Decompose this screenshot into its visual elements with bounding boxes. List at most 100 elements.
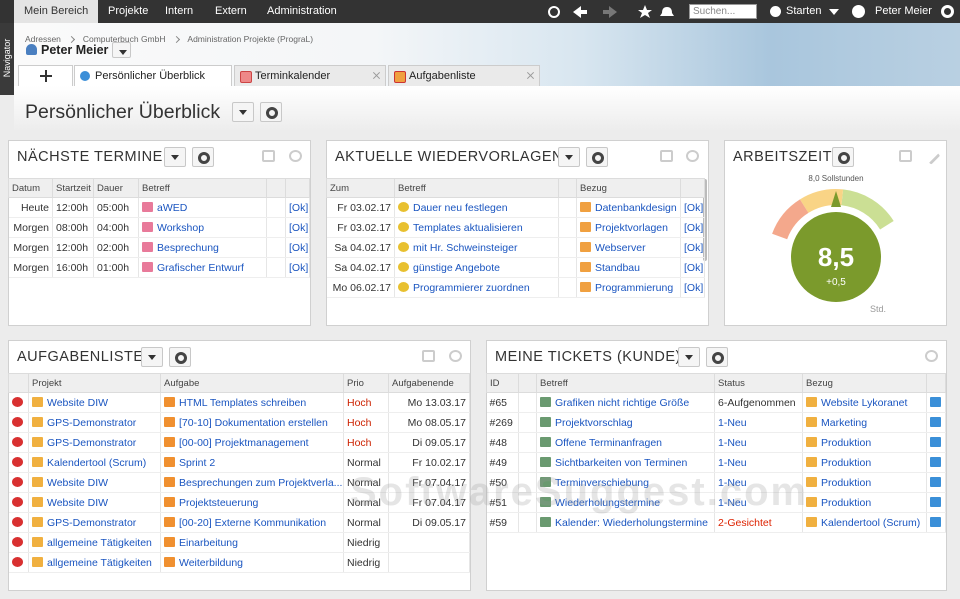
panel-edit[interactable] <box>922 147 941 165</box>
link[interactable]: [Ok] <box>289 241 309 254</box>
link[interactable]: Einarbeitung <box>179 536 238 549</box>
panel-dropdown[interactable] <box>164 147 186 167</box>
add-tab[interactable] <box>18 65 73 86</box>
column-header[interactable] <box>285 178 310 198</box>
link[interactable]: Webserver <box>595 241 646 254</box>
panel-settings[interactable] <box>169 347 191 367</box>
tab[interactable]: Persönlicher Überblick <box>74 65 232 87</box>
row[interactable]: Sa 04.02.17 günstige Angebote Standbau [Ok] <box>326 257 705 278</box>
scrollbar[interactable] <box>703 179 707 261</box>
link[interactable]: Dauer neu festlegen <box>413 201 508 214</box>
panel-refresh[interactable] <box>686 150 699 162</box>
link[interactable]: Sichtbarkeiten von Terminen <box>555 456 688 469</box>
link[interactable]: Produktion <box>821 496 872 509</box>
panel-refresh[interactable] <box>449 350 462 362</box>
column-header[interactable]: Projekt <box>28 373 161 393</box>
panel-settings[interactable] <box>192 147 214 167</box>
user-menu[interactable]: Peter Meier <box>875 5 932 17</box>
panel-dropdown[interactable] <box>558 147 580 167</box>
link[interactable]: Grafischer Entwurf <box>157 261 244 274</box>
row[interactable]: #50 Terminverschiebung 1-Neu Produktion <box>486 472 946 493</box>
user-dropdown[interactable] <box>112 42 131 58</box>
link[interactable]: [00-20] Externe Kommunikation <box>179 516 327 529</box>
column-header[interactable]: Zum <box>326 178 395 198</box>
column-header[interactable]: Aufgabenende <box>388 373 470 393</box>
link[interactable]: Projektvorschlag <box>555 416 633 429</box>
row[interactable]: GPS-Demonstrator [00-00] Projektmanagemen… <box>8 432 470 453</box>
row[interactable]: Website DIW Besprechungen zum Projektverl… <box>8 472 470 493</box>
column-header[interactable] <box>558 178 577 198</box>
row[interactable]: #59 Kalender: Wiederholungstermine 2-Gesic… <box>486 512 946 533</box>
row[interactable]: Morgen 12:00h 02:00h Besprechung [Ok] <box>8 237 310 258</box>
column-header[interactable] <box>680 178 705 198</box>
panel-settings[interactable] <box>586 147 608 167</box>
link[interactable]: allgemeine Tätigkeiten <box>47 536 152 549</box>
link[interactable]: [Ok] <box>684 201 704 214</box>
link[interactable]: HTML Templates schreiben <box>179 396 307 409</box>
link[interactable]: Projektvorlagen <box>595 221 668 234</box>
link[interactable]: Offene Terminanfragen <box>555 436 663 449</box>
search-input[interactable]: Suchen... <box>689 4 757 19</box>
breadcrumb-item[interactable]: Adressen <box>25 34 61 44</box>
link[interactable]: [Ok] <box>684 281 704 294</box>
link[interactable]: Templates aktualisieren <box>413 221 523 234</box>
panel-export[interactable] <box>660 150 673 162</box>
link[interactable]: allgemeine Tätigkeiten <box>47 556 152 569</box>
link[interactable]: [Ok] <box>684 241 704 254</box>
link[interactable]: Website DIW <box>47 496 109 509</box>
panel-refresh[interactable] <box>289 150 302 162</box>
row[interactable]: Morgen 16:00h 01:00h Grafischer Entwurf [Ok] <box>8 257 310 278</box>
panel-export[interactable] <box>899 150 912 162</box>
column-header[interactable]: Bezug <box>802 373 927 393</box>
link[interactable]: Workshop <box>157 221 205 234</box>
link[interactable]: Weiterbildung <box>179 556 244 569</box>
link[interactable]: Wiederholungstermine <box>555 496 661 509</box>
link[interactable]: Projektsteuerung <box>179 496 259 509</box>
link[interactable]: Kalender: Wiederholungstermine <box>555 516 708 529</box>
row[interactable]: Website DIW HTML Templates schreiben Hoch M… <box>8 392 470 413</box>
toolbar-icons[interactable] <box>545 3 685 21</box>
nav-item[interactable]: Mein Bereich <box>14 0 99 23</box>
nav-item[interactable]: Intern <box>165 5 194 17</box>
link[interactable]: GPS-Demonstrator <box>47 416 137 429</box>
column-header[interactable] <box>8 373 29 393</box>
column-header[interactable]: Dauer <box>93 178 139 198</box>
column-header[interactable] <box>266 178 286 198</box>
panel-dropdown[interactable] <box>678 347 700 367</box>
link[interactable]: Kalendertool (Scrum) <box>821 516 921 529</box>
help-icon[interactable] <box>852 5 865 18</box>
link[interactable]: Besprechungen zum Projektverla... <box>179 476 343 489</box>
link[interactable]: Terminverschiebung <box>555 476 649 489</box>
link[interactable]: Website Lykoranet <box>821 396 908 409</box>
link[interactable]: aWED <box>157 201 188 214</box>
row[interactable]: allgemeine Tätigkeiten Weiterbildung Niedr… <box>8 552 470 573</box>
nav-item[interactable]: Extern <box>215 5 247 17</box>
link[interactable]: Programmierung <box>595 281 674 294</box>
column-header[interactable]: Betreff <box>394 178 559 198</box>
link[interactable]: [Ok] <box>684 261 704 274</box>
link[interactable]: Besprechung <box>157 241 219 254</box>
panel-settings[interactable] <box>832 147 854 167</box>
link[interactable]: [Ok] <box>289 221 309 234</box>
start-dropdown[interactable] <box>829 9 839 20</box>
link[interactable]: GPS-Demonstrator <box>47 516 137 529</box>
row[interactable]: GPS-Demonstrator [70-10] Dokumentation er… <box>8 412 470 433</box>
column-header[interactable]: Betreff <box>138 178 267 198</box>
link[interactable]: Sprint 2 <box>179 456 216 469</box>
column-header[interactable]: Datum <box>8 178 53 198</box>
link[interactable]: günstige Angebote <box>413 261 500 274</box>
column-header[interactable]: Status <box>714 373 803 393</box>
link[interactable]: [Ok] <box>289 261 309 274</box>
row[interactable]: Sa 04.02.17 mit Hr. Schweinsteiger Webserv… <box>326 237 705 258</box>
link[interactable]: Standbau <box>595 261 640 274</box>
link[interactable]: [70-10] Dokumentation erstellen <box>179 416 328 429</box>
link[interactable]: GPS-Demonstrator <box>47 436 137 449</box>
panel-export[interactable] <box>422 350 435 362</box>
row[interactable]: #49 Sichtbarkeiten von Terminen 1-Neu Produ… <box>486 452 946 473</box>
link[interactable]: mit Hr. Schweinsteiger <box>413 241 518 254</box>
column-header[interactable]: Startzeit <box>52 178 94 198</box>
breadcrumb-item[interactable]: Computerbuch GmbH <box>82 34 166 44</box>
row[interactable]: Website DIW Projektsteuerung Normal Fr 07.0… <box>8 492 470 513</box>
column-header[interactable]: ID <box>486 373 519 393</box>
tab-close[interactable] <box>373 72 380 79</box>
